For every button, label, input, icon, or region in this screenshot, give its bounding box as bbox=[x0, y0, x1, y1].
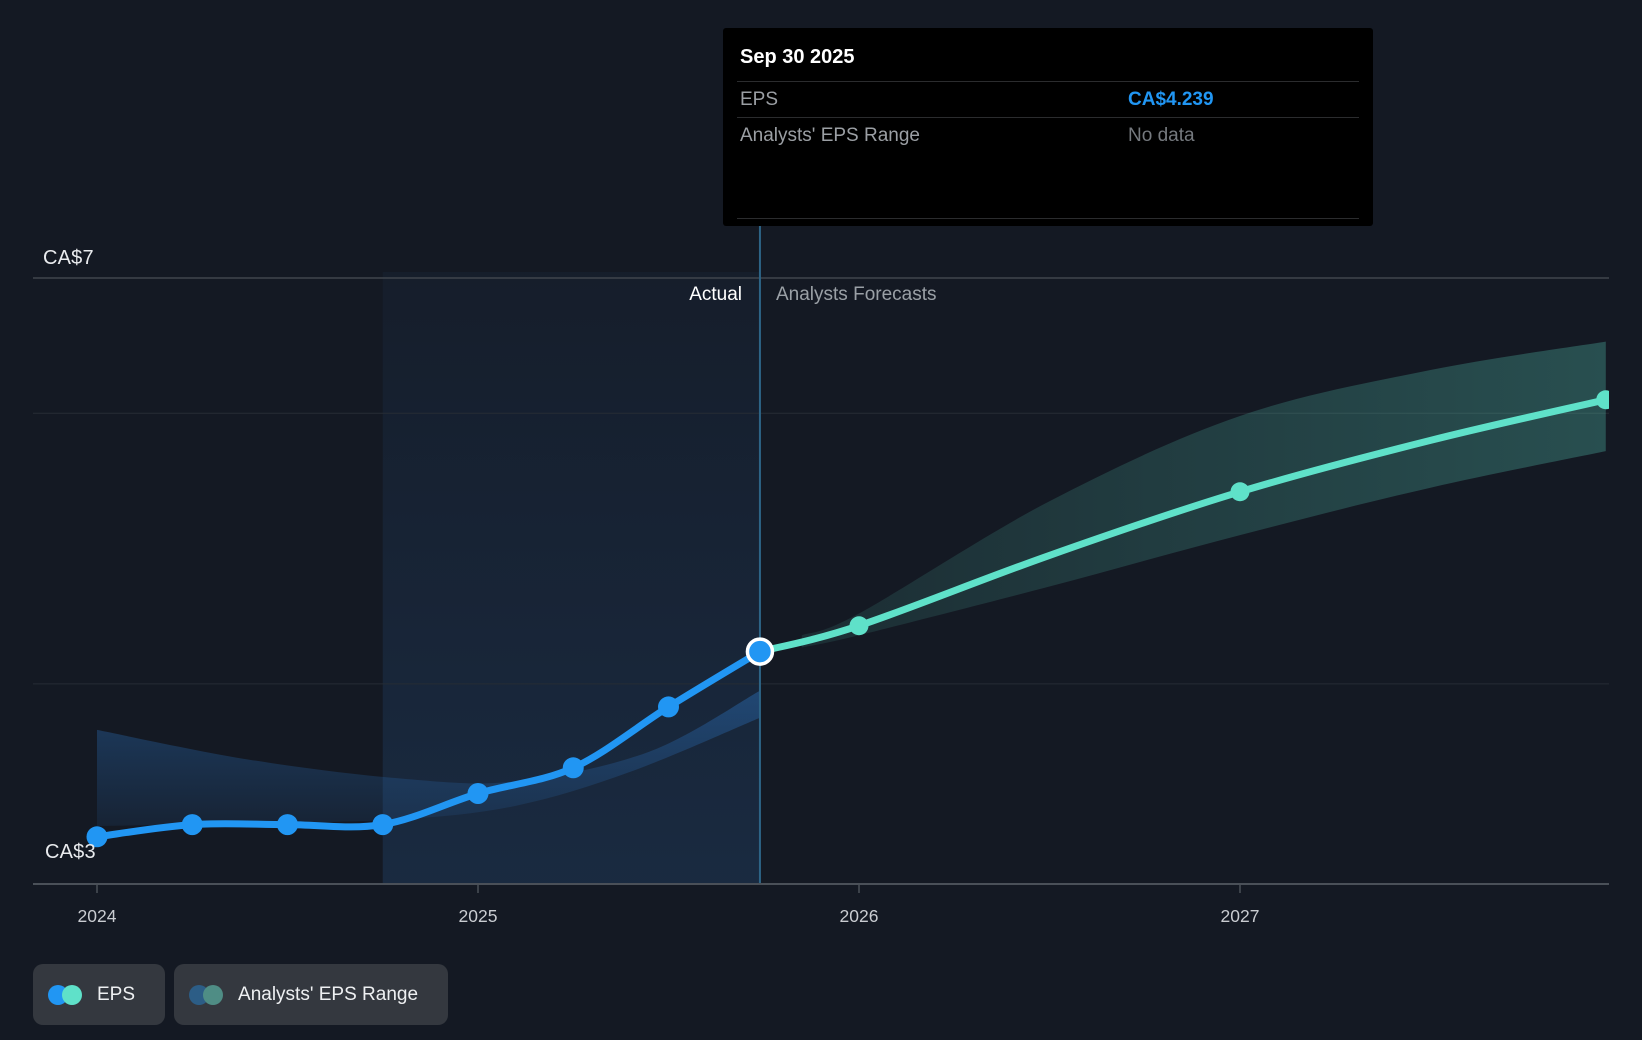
hover-tooltip: Sep 30 2025 EPS CA$4.239 Analysts' EPS R… bbox=[723, 28, 1373, 226]
tooltip-eps-value: CA$4.239 bbox=[1128, 88, 1214, 110]
x-axis-label-2026: 2026 bbox=[839, 906, 879, 926]
actual-data-point bbox=[372, 814, 394, 836]
x-axis-label-2025: 2025 bbox=[458, 906, 498, 926]
forecast-data-point bbox=[849, 616, 869, 636]
forecast-data-point bbox=[1596, 390, 1609, 410]
tooltip-date: Sep 30 2025 bbox=[740, 46, 855, 68]
historical-analysts-range-band bbox=[97, 690, 760, 826]
tooltip-row-range: Analysts' EPS Range No data bbox=[723, 118, 1373, 153]
legend-analysts-range-label: Analysts' EPS Range bbox=[238, 983, 419, 1005]
analysts-range-series-icon bbox=[189, 984, 224, 1005]
x-axis-label-2024: 2024 bbox=[77, 906, 117, 926]
legend-item-analysts-range[interactable]: Analysts' EPS Range bbox=[174, 964, 449, 1025]
eps-series-icon bbox=[48, 984, 82, 1005]
actual-data-point bbox=[181, 814, 203, 836]
y-axis-label-bottom: CA$3 bbox=[45, 841, 96, 863]
tooltip-divider bbox=[737, 81, 1359, 82]
tooltip-eps-label: EPS bbox=[740, 88, 779, 110]
y-axis-label-top: CA$7 bbox=[43, 247, 94, 269]
actual-data-point bbox=[277, 814, 298, 836]
actual-data-point bbox=[467, 782, 489, 804]
tooltip-row-eps: EPS CA$4.239 bbox=[723, 82, 1373, 117]
forecast-data-point bbox=[1230, 482, 1250, 502]
tooltip-range-label: Analysts' EPS Range bbox=[740, 124, 920, 146]
legend-eps-label: EPS bbox=[97, 983, 136, 1005]
tooltip-divider bbox=[737, 117, 1359, 118]
actual-data-point bbox=[562, 757, 584, 779]
tooltip-range-value: No data bbox=[1128, 124, 1195, 146]
x-axis-label-2027: 2027 bbox=[1220, 906, 1260, 926]
tooltip-divider bbox=[737, 218, 1359, 219]
selected-data-point bbox=[745, 637, 775, 666]
actual-data-point bbox=[658, 696, 679, 718]
legend-item-eps[interactable]: EPS bbox=[33, 964, 166, 1025]
chart-legend: EPS Analysts' EPS Range bbox=[33, 964, 449, 1025]
forecast-section-label: Analysts Forecasts bbox=[776, 284, 937, 305]
actual-section-label: Actual bbox=[689, 284, 742, 305]
actual-data-point bbox=[86, 826, 108, 848]
